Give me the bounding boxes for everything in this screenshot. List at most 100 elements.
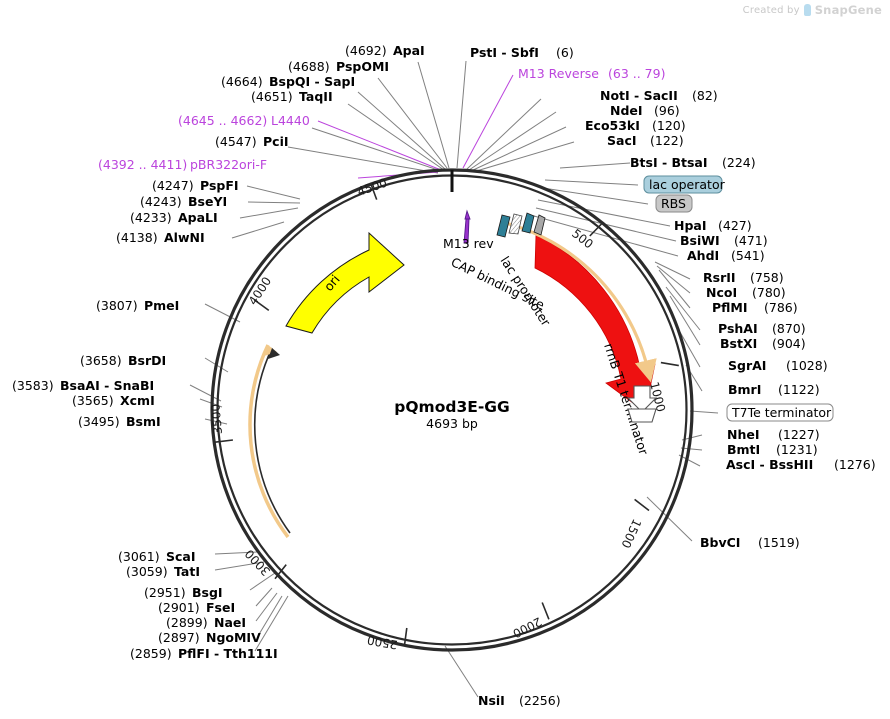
primer-m13-reverse-range: (63 .. 79): [608, 66, 665, 81]
site-enzyme-xcmI: XcmI: [120, 393, 155, 408]
site-pos-apaI: (4692): [345, 43, 387, 58]
site-pos-sgrAI: (1028): [786, 358, 828, 373]
site-pos-bstXI: (904): [772, 336, 806, 351]
site-pos-ascI-bssHII: (1276): [834, 457, 876, 472]
primer-m13-reverse-name: M13 Reverse: [518, 66, 599, 81]
site-enzyme-sgrAI: SgrAI: [728, 358, 766, 373]
site-enzyme-sacI: SacI: [607, 133, 637, 148]
site-label-naeI: (2899) NaeI: [166, 615, 246, 630]
site-pos-bmtI: (1231): [776, 442, 818, 457]
primer-l4440-name: L4440: [271, 113, 310, 128]
site-label-nsiI: NsiI (2256): [478, 693, 561, 708]
snapgene-watermark: Created by SnapGene: [743, 3, 882, 17]
site-pos-pshAI: (870): [772, 321, 806, 336]
site-label-bspQI-sapI: (4664) BspQI - SapI: [221, 74, 355, 89]
site-label-bstXI: BstXI (904): [720, 336, 806, 351]
site-enzyme-pstI-sbfI: PstI - SbfI: [470, 45, 539, 60]
plasmid-length: 4693 bp: [426, 416, 478, 431]
site-pos-bsiWI: (471): [734, 233, 768, 248]
site-pos-pstI-sbfI: (6): [556, 45, 574, 60]
site-enzyme-nsiI: NsiI: [478, 693, 505, 708]
site-pos-bmrI: (1122): [778, 382, 820, 397]
site-enzyme-nheI: NheI: [727, 427, 760, 442]
site-pos-fseI: (2901): [158, 600, 200, 615]
enzyme-site-labels: PstI - SbfI (6) NotI - SacII (82) NdeI (…: [12, 43, 876, 708]
site-pos-notI-sacII: (82): [692, 88, 718, 103]
site-label-bsaAI-snaBI: (3583) BsaAI - SnaBI: [12, 378, 154, 393]
site-label-scaI: (3061) ScaI: [118, 549, 196, 564]
site-enzyme-bsiWI: BsiWI: [680, 233, 720, 248]
site-label-pflMI: PflMI (786): [712, 300, 798, 315]
site-enzyme-eco53kI: Eco53kI: [585, 118, 640, 133]
site-enzyme-ndeI: NdeI: [610, 103, 643, 118]
site-label-bseYI: (4243) BseYI: [140, 194, 227, 209]
site-enzyme-pflFI-tth111I: PflFI - Tth111I: [178, 646, 278, 661]
site-label-ndeI: NdeI (96): [610, 103, 680, 118]
plasmid-name: pQmod3E-GG: [394, 398, 509, 416]
primer-label-pbr322ori-f: (4392 .. 4411) pBR322ori-F: [98, 157, 267, 172]
site-label-bsgI: (2951) BsgI: [144, 585, 223, 600]
site-enzyme-bsgI: BsgI: [192, 585, 223, 600]
site-label-ascI-bssHII: AscI - BssHII (1276): [726, 457, 876, 472]
site-enzyme-bmtI: BmtI: [727, 442, 760, 457]
site-pos-ahdI: (541): [731, 248, 765, 263]
site-pos-xcmI: (3565): [72, 393, 114, 408]
site-label-pspFI: (4247) PspFI: [152, 178, 239, 193]
site-pos-pspFI: (4247): [152, 178, 194, 193]
site-enzyme-naeI: NaeI: [214, 615, 246, 630]
site-label-alwNI: (4138) AlwNI: [116, 230, 205, 245]
site-label-ahdI: AhdI (541): [687, 248, 765, 263]
site-pos-bsrDI: (3658): [80, 353, 122, 368]
site-label-apaI: (4692) ApaI: [345, 43, 425, 58]
site-label-btsI-btsaI: BtsI - BtsaI (224): [630, 155, 756, 170]
site-pos-eco53kI: (120): [652, 118, 686, 133]
site-pos-ncoI: (780): [752, 285, 786, 300]
site-pos-tatI: (3059): [126, 564, 168, 579]
watermark-prefix: Created by: [742, 4, 800, 16]
plasmid-center-label: pQmod3E-GG 4693 bp: [394, 398, 509, 431]
site-enzyme-bbvCI: BbvCI: [700, 535, 740, 550]
site-pos-bspQI-sapI: (4664): [221, 74, 263, 89]
site-pos-bsgI: (2951): [144, 585, 186, 600]
site-label-pshAI: PshAI (870): [718, 321, 806, 336]
site-label-notI-sacII: NotI - SacII (82): [600, 88, 718, 103]
site-pos-bbvCI: (1519): [758, 535, 800, 550]
primer-label-m13-reverse: M13 Reverse (63 .. 79): [518, 66, 665, 81]
primer-label-l4440: (4645 .. 4662) L4440: [178, 113, 310, 128]
site-pos-scaI: (3061): [118, 549, 160, 564]
boxed-label-lac-operator: lac operator: [643, 175, 726, 194]
tick-label-3500: 3500: [208, 403, 225, 435]
primer-pbr322ori-f-range: (4392 .. 4411): [98, 157, 187, 172]
site-enzyme-bsaAI-snaBI: BsaAI - SnaBI: [60, 378, 154, 393]
primer-l4440-range: (4645 .. 4662): [178, 113, 267, 128]
feature-label-m13-rev: M13 rev: [443, 236, 494, 251]
site-label-ncoI: NcoI (780): [706, 285, 786, 300]
site-enzyme-bsrDI: BsrDI: [128, 353, 166, 368]
site-pos-ngoMIV: (2897): [158, 630, 200, 645]
tick-label-1500: 1500: [618, 517, 644, 551]
site-pos-taqII: (4651): [251, 89, 293, 104]
site-enzyme-btsI-btsaI: BtsI - BtsaI: [630, 155, 708, 170]
site-label-fseI: (2901) FseI: [158, 600, 235, 615]
site-label-eco53kI: Eco53kI (120): [585, 118, 686, 133]
boxed-label-t7te-terminator: T7Te terminator: [726, 403, 834, 422]
site-enzyme-pciI: PciI: [263, 134, 289, 149]
site-enzyme-bspQI-sapI: BspQI - SapI: [269, 74, 355, 89]
site-enzyme-ngoMIV: NgoMIV: [206, 630, 261, 645]
site-pos-nsiI: (2256): [519, 693, 561, 708]
site-label-pstI-sbfI: PstI - SbfI (6): [470, 45, 574, 60]
site-label-pspOMI: (4688) PspOMI: [288, 59, 389, 74]
site-enzyme-bmrI: BmrI: [728, 382, 761, 397]
site-label-tatI: (3059) TatI: [126, 564, 200, 579]
site-pos-rsrII: (758): [750, 270, 784, 285]
site-pos-pciI: (4547): [215, 134, 257, 149]
site-label-apaLI: (4233) ApaLI: [130, 210, 218, 225]
site-enzyme-rsrII: RsrII: [703, 270, 736, 285]
site-enzyme-pshAI: PshAI: [718, 321, 758, 336]
tick-label-4500: 4500: [355, 176, 388, 199]
feature-ori: ori: [285, 231, 405, 334]
site-pos-bseYI: (4243): [140, 194, 182, 209]
site-label-rsrII: RsrII (758): [703, 270, 784, 285]
site-enzyme-notI-sacII: NotI - SacII: [600, 88, 678, 103]
